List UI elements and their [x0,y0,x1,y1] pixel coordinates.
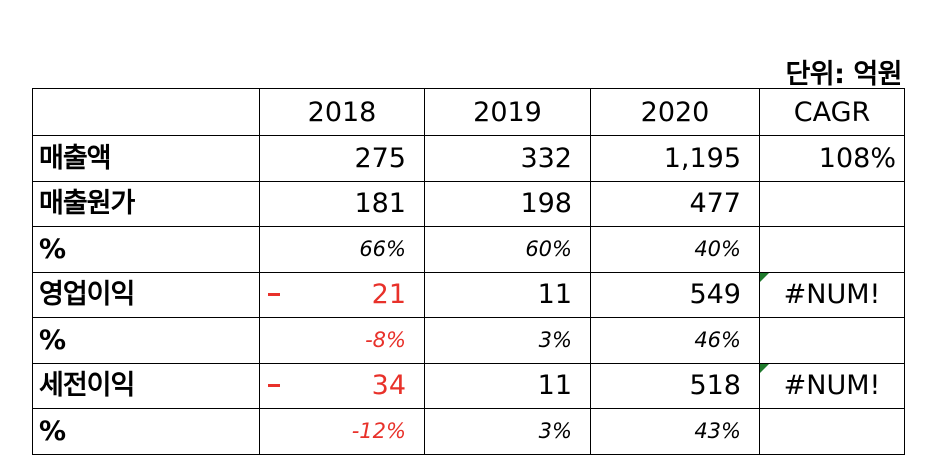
cell-2020[interactable]: 549 [590,271,760,318]
table-row-revenue: 매출액 275 332 1,195 108% [32,135,905,182]
cell-2019[interactable]: 3% [424,317,591,364]
cell-cagr[interactable]: #NUM! [759,362,905,409]
cell-2020[interactable]: 477 [590,180,760,227]
header-cell-2018[interactable]: 2018 [259,88,425,136]
row-label[interactable]: % [32,317,260,364]
cell-2018[interactable]: 66% [259,226,425,273]
cell-value: 21 [371,279,406,311]
cell-2019[interactable]: 60% [424,226,591,273]
table-row-operating-profit: 영업이익 21 11 549 #NUM! [32,271,905,318]
cell-2020[interactable]: 43% [590,408,760,455]
cell-2020[interactable]: 1,195 [590,135,760,182]
header-cell-cagr[interactable]: CAGR [759,88,905,136]
cell-2020[interactable]: 46% [590,317,760,364]
cell-2018[interactable]: 275 [259,135,425,182]
row-label[interactable]: 영업이익 [32,271,260,318]
financial-table: 2018 2019 2020 CAGR 매출액 275 332 1,195 10… [32,88,905,455]
cell-cagr[interactable] [759,317,905,364]
cell-cagr[interactable]: 108% [759,135,905,182]
cell-2020[interactable]: 518 [590,362,760,409]
cell-2018[interactable]: 21 [259,271,425,318]
table-header-row: 2018 2019 2020 CAGR [32,88,905,136]
table-row-cost-ratio: % 66% 60% 40% [32,226,905,273]
cell-2019[interactable]: 198 [424,180,591,227]
table-row-pretax-margin: % -12% 3% 43% [32,408,905,455]
header-cell-2019[interactable]: 2019 [424,88,591,136]
table-row-pretax-profit: 세전이익 34 11 518 #NUM! [32,362,905,409]
cell-2019[interactable]: 11 [424,271,591,318]
cell-2018[interactable]: 181 [259,180,425,227]
negative-sign [268,383,280,387]
cell-2018[interactable]: 34 [259,362,425,409]
cell-2020[interactable]: 40% [590,226,760,273]
header-cell-empty[interactable] [32,88,260,136]
cell-2019[interactable]: 3% [424,408,591,455]
table-row-operating-margin: % -8% 3% 46% [32,317,905,364]
row-label[interactable]: 매출원가 [32,180,260,227]
negative-sign [268,292,280,296]
cell-cagr[interactable]: #NUM! [759,271,905,318]
cell-2018[interactable]: -12% [259,408,425,455]
table-row-cost-of-sales: 매출원가 181 198 477 [32,180,905,227]
comment-marker-icon [760,363,769,373]
row-label[interactable]: % [32,408,260,455]
comment-marker-icon [760,272,769,282]
cell-2019[interactable]: 11 [424,362,591,409]
row-label[interactable]: 매출액 [32,135,260,182]
cell-value: #NUM! [783,279,881,311]
row-label[interactable]: % [32,226,260,273]
row-label[interactable]: 세전이익 [32,362,260,409]
cell-cagr[interactable] [759,180,905,227]
cell-cagr[interactable] [759,226,905,273]
cell-value: 34 [371,370,406,402]
unit-label: 단위: 억원 [785,59,902,90]
header-cell-2020[interactable]: 2020 [590,88,760,136]
cell-2018[interactable]: -8% [259,317,425,364]
cell-value: #NUM! [783,370,881,402]
cell-cagr[interactable] [759,408,905,455]
cell-2019[interactable]: 332 [424,135,591,182]
